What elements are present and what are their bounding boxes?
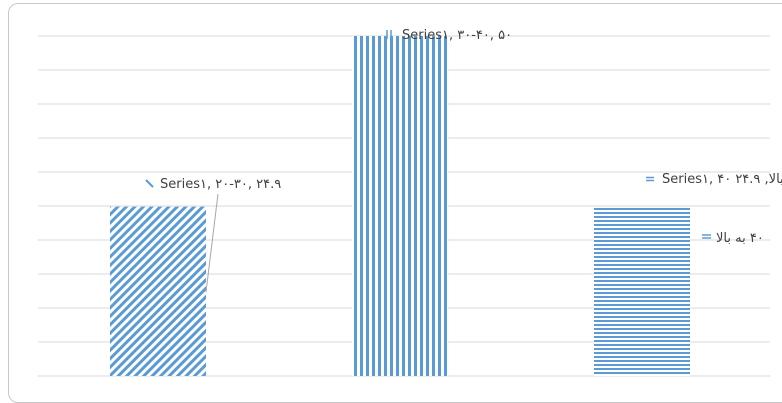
data-label-1: Series۱, ۲۰-۳۰, ۲۴.۹ [160,177,281,192]
legend-entry: ۴۰ به بالا [716,231,764,246]
data-label-key-icon [145,179,154,188]
data-labels: Series۱, ۲۰-۳۰, ۲۴.۹ Series۱, ۳۰-۴۰, ۵۰ Se… [145,28,782,293]
legend: ۴۰ به بالا [702,231,764,246]
bar-3 [594,206,690,376]
bar-2 [352,36,448,376]
bars [110,36,690,376]
bar-1 [110,206,206,376]
data-label-2: Series۱, ۳۰-۴۰, ۵۰ [402,28,512,43]
leader-line [205,193,219,293]
chart-svg: Series۱, ۲۰-۳۰, ۲۴.۹ Series۱, ۳۰-۴۰, ۵۰ Se… [38,28,782,377]
data-label-3: Series۱, ۴۰ به بالا, ۲۴.۹ [662,172,782,187]
